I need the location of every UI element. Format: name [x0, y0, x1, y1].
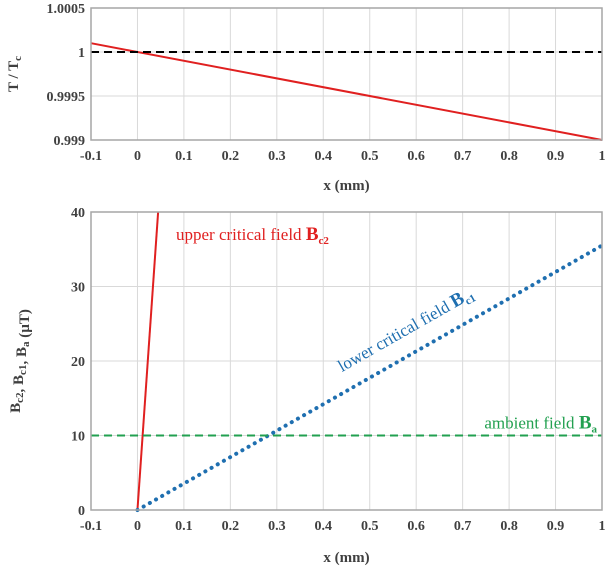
annotation-lower-critical-field: lower critical field Bc1 — [334, 283, 478, 379]
top-y-tick-label: 1 — [78, 46, 85, 61]
bot-x-tick-label: 0.4 — [315, 519, 333, 534]
anno-ba-symbol: B — [579, 413, 592, 434]
bottom-x-ticks: -0.1 0 0.1 0.2 0.3 0.4 0.5 0.6 0.7 0.8 0.9 1 — [80, 519, 606, 534]
bottom-y-axis-label-subscript: c2 — [14, 392, 26, 403]
bottom-y-axis-label-part: B — [8, 403, 24, 413]
bot-y-tick-label: 10 — [71, 430, 85, 445]
annotation-upper-critical-field: upper critical field Bc2 — [176, 224, 329, 247]
top-y-tick-label: 0.999 — [54, 134, 86, 149]
bottom-y-axis-label-part: , B — [11, 375, 27, 393]
bot-y-tick-label: 20 — [71, 355, 85, 370]
bot-x-tick-label: 0.5 — [361, 519, 379, 534]
top-y-ticks: 0.999 0.9995 1 1.0005 — [47, 2, 86, 149]
top-x-tick-label: 0.4 — [315, 149, 333, 164]
top-x-ticks: -0.1 0 0.1 0.2 0.3 0.4 0.5 0.6 0.7 0.8 0.9 1 — [80, 149, 606, 164]
top-plot-frame — [91, 8, 602, 140]
bot-y-tick-label: 0 — [78, 504, 85, 519]
top-y-tick-label: 1.0005 — [47, 2, 86, 17]
anno-ba-text: ambient field — [484, 414, 578, 433]
bot-x-tick-label: 0.6 — [407, 519, 425, 534]
top-y-axis-label-main: T / T — [6, 61, 22, 92]
bot-x-tick-label: 0.1 — [175, 519, 193, 534]
top-x-tick-label: 0.8 — [500, 149, 518, 164]
top-y-axis-label: T / Tc — [6, 56, 24, 92]
top-x-tick-label: -0.1 — [80, 149, 102, 164]
bot-x-tick-label: 0.8 — [500, 519, 518, 534]
annotation-ambient-field: ambient field Ba — [484, 413, 597, 436]
top-gridlines — [91, 8, 602, 140]
bot-x-tick-label: 1 — [599, 519, 606, 534]
anno-bc2-subscript: c2 — [319, 235, 330, 247]
top-x-tick-label: 0 — [134, 149, 141, 164]
top-y-tick-label: 0.9995 — [47, 90, 86, 105]
top-x-tick-label: 0.7 — [454, 149, 472, 164]
top-x-tick-label: 1 — [599, 149, 606, 164]
bottom-y-axis-label-part: (µT) — [17, 309, 33, 341]
anno-ba-subscript: a — [592, 424, 598, 436]
bot-y-tick-label: 40 — [71, 206, 85, 221]
bot-x-tick-label: 0.9 — [547, 519, 565, 534]
bot-y-tick-label: 30 — [71, 281, 85, 296]
top-x-axis-label: x (mm) — [323, 178, 369, 194]
bot-x-tick-label: -0.1 — [80, 519, 102, 534]
bottom-y-axis-label-subscript: c1 — [17, 365, 29, 375]
top-x-tick-label: 0.5 — [361, 149, 379, 164]
bottom-y-axis-label-part: , B — [14, 347, 30, 365]
bottom-x-axis-label: x (mm) — [323, 550, 369, 566]
top-y-axis-label-sub: c — [12, 56, 24, 61]
top-series-line-0 — [91, 43, 602, 140]
top-x-tick-label: 0.6 — [407, 149, 425, 164]
bot-x-tick-label: 0.2 — [222, 519, 240, 534]
bot-x-tick-label: 0.3 — [268, 519, 286, 534]
bottom-chart: -0.1 0 0.1 0.2 0.3 0.4 0.5 0.6 0.7 0.8 0.9 1 010203… — [8, 206, 606, 566]
bot-x-tick-label: 0 — [134, 519, 141, 534]
top-x-tick-label: 0.3 — [268, 149, 286, 164]
bot-x-tick-label: 0.7 — [454, 519, 472, 534]
top-x-tick-label: 0.1 — [175, 149, 193, 164]
anno-bc2-text: upper critical field — [176, 225, 306, 244]
top-series — [91, 43, 602, 140]
top-x-tick-label: 0.2 — [222, 149, 240, 164]
top-x-tick-label: 0.9 — [547, 149, 565, 164]
anno-bc2-symbol: B — [306, 224, 319, 245]
bottom-y-axis-label: Bc2, Bc1, Ba (µT) — [8, 309, 33, 413]
bottom-y-ticks: 0 10 20 30 40 — [71, 206, 85, 519]
top-chart: -0.1 0 0.1 0.2 0.3 0.4 0.5 0.6 0.7 0.8 0.9 1 0.9990… — [6, 2, 606, 194]
